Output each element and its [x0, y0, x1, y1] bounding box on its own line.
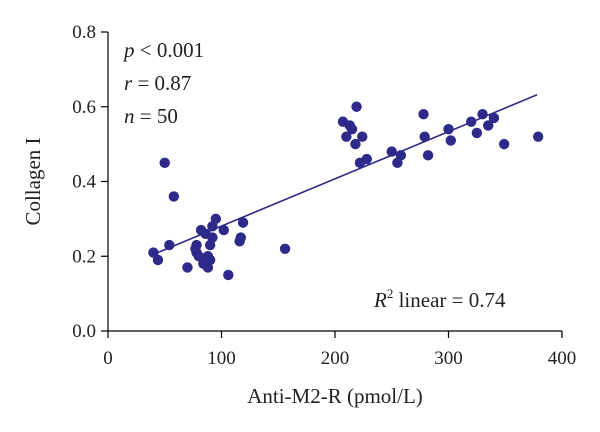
x-ticks: 0 100 200 300 400	[103, 331, 576, 369]
data-point	[532, 131, 544, 142]
p-value-annotation: p < 0.001	[122, 38, 204, 62]
x-tick-label: 0	[103, 348, 113, 369]
data-point	[223, 269, 234, 281]
data-point	[418, 109, 429, 120]
data-point	[207, 232, 218, 243]
data-point	[237, 217, 249, 228]
y-ticks: 0.0 0.2 0.4 0.6 0.8	[72, 22, 108, 342]
data-point	[419, 131, 430, 142]
data-point	[483, 120, 494, 131]
data-point	[152, 254, 164, 266]
data-point	[477, 109, 488, 120]
y-tick-label: 0.0	[72, 321, 96, 342]
data-point	[488, 112, 500, 124]
data-point	[422, 150, 434, 161]
x-tick-label: 200	[321, 348, 350, 369]
r2-value-text: linear = 0.74	[393, 288, 506, 312]
data-point	[218, 224, 229, 236]
data-point	[279, 243, 291, 254]
data-point	[341, 131, 352, 142]
n-value-text: = 50	[135, 104, 178, 128]
data-point	[346, 123, 358, 135]
data-point	[193, 251, 204, 262]
data-point	[498, 138, 510, 150]
data-point	[159, 157, 170, 169]
data-point	[466, 116, 477, 127]
y-axis-title: Collagen I	[21, 137, 45, 225]
data-point	[168, 191, 180, 202]
y-tick-label: 0.6	[72, 97, 96, 118]
data-point	[395, 150, 407, 161]
y-tick-label: 0.4	[72, 172, 96, 193]
data-point	[164, 239, 175, 251]
data-point	[210, 213, 222, 225]
r-symbol: r	[124, 71, 133, 95]
data-point	[148, 247, 159, 258]
y-tick-label: 0.2	[72, 246, 96, 267]
r-value-annotation: r = 0.87	[124, 71, 191, 95]
data-point	[204, 254, 216, 266]
y-tick-label: 0.8	[72, 22, 96, 43]
data-point	[351, 101, 362, 112]
x-tick-label: 300	[434, 348, 463, 369]
data-point	[445, 135, 456, 146]
x-axis-title: Anti-M2-R (pmol/L)	[247, 384, 423, 408]
data-point	[386, 146, 397, 157]
data-points	[148, 101, 544, 281]
x-tick-label: 100	[207, 348, 236, 369]
data-point	[361, 153, 372, 165]
n-value-annotation: n = 50	[124, 104, 178, 128]
r-value-text: = 0.87	[132, 71, 191, 95]
x-tick-label: 400	[548, 348, 577, 369]
data-point	[235, 232, 246, 243]
data-point	[471, 127, 483, 139]
r2-exponent: 2	[387, 286, 394, 301]
p-value-text: < 0.001	[135, 38, 205, 62]
p-symbol: p	[122, 38, 135, 62]
data-point	[191, 239, 202, 251]
data-point	[350, 138, 361, 150]
data-point	[182, 262, 193, 273]
data-point	[443, 123, 454, 135]
data-point	[357, 131, 368, 142]
n-symbol: n	[124, 104, 135, 128]
r-squared-annotation: R2 linear = 0.74	[373, 286, 506, 312]
r2-symbol: R	[373, 288, 387, 312]
